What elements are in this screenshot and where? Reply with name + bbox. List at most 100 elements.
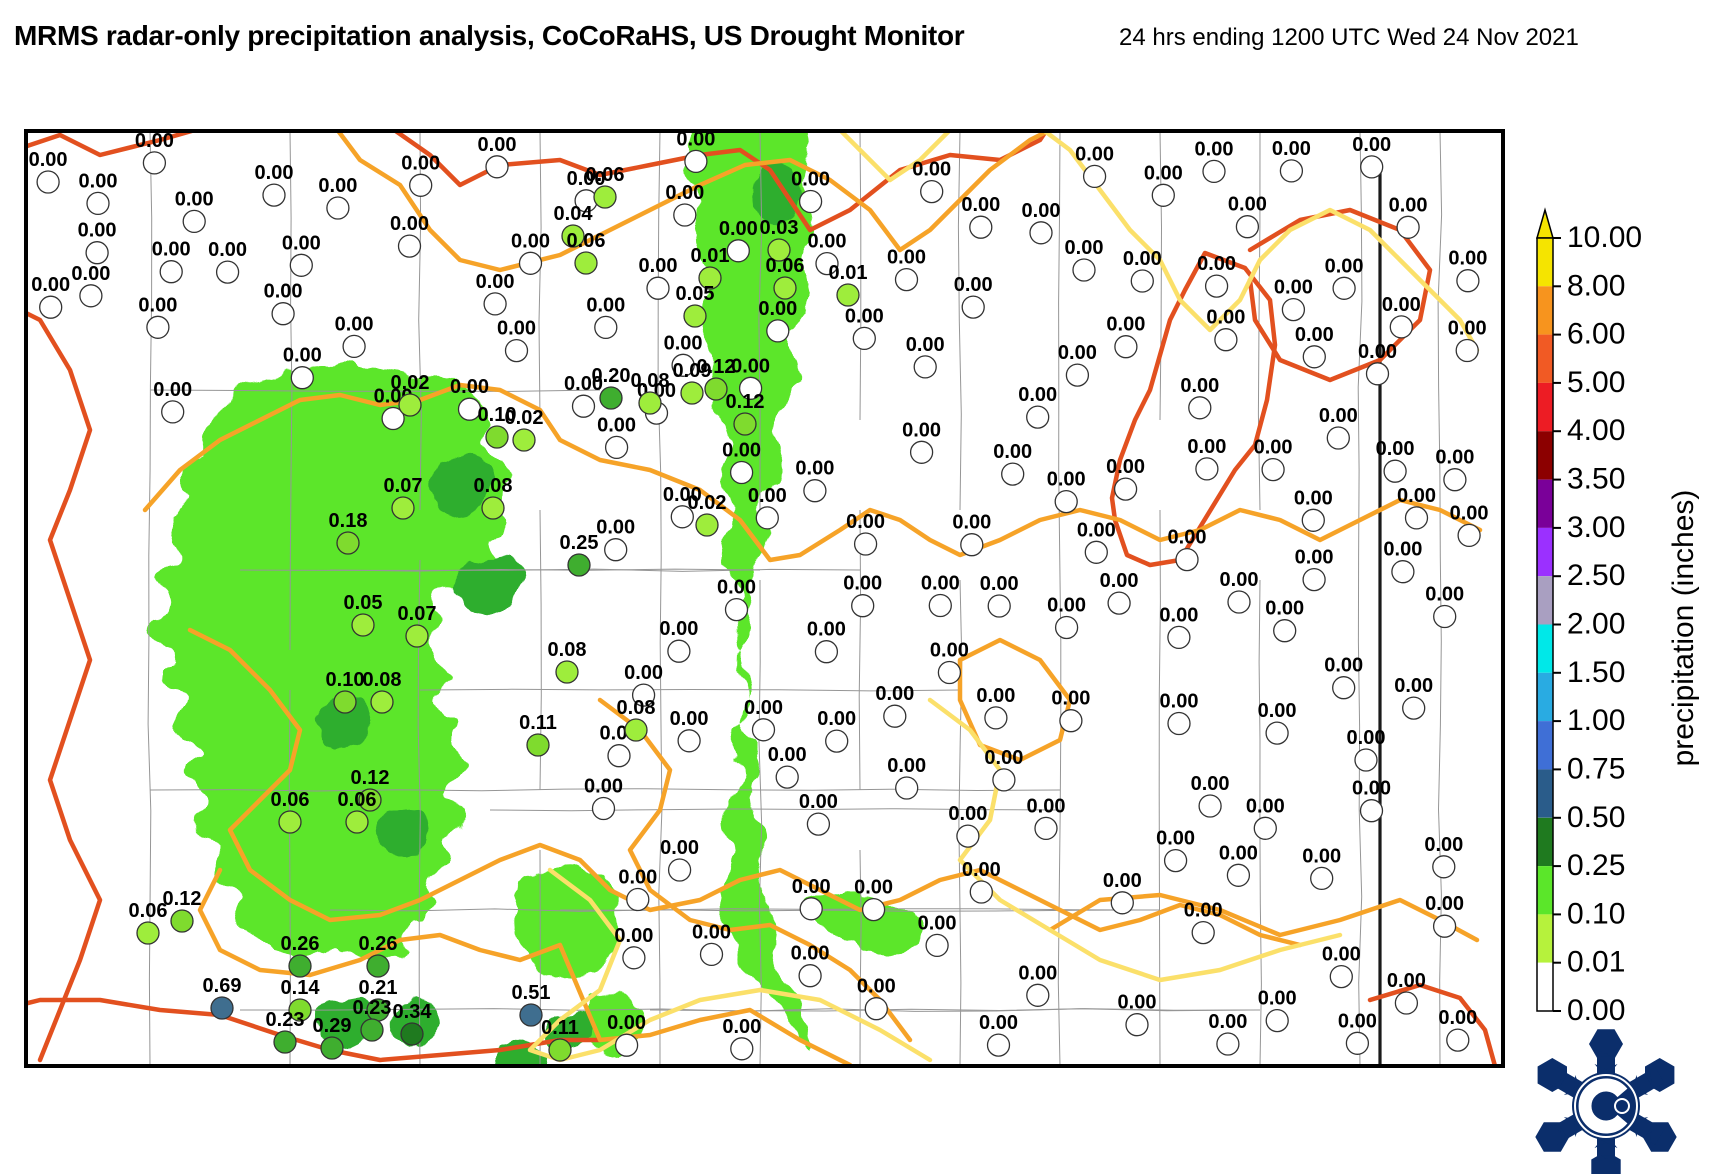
- svg-text:0.08: 0.08: [617, 697, 656, 719]
- svg-text:0.51: 0.51: [512, 982, 551, 1004]
- svg-text:0.00: 0.00: [1159, 604, 1198, 626]
- svg-text:0.00: 0.00: [722, 440, 761, 462]
- svg-text:0.00: 0.00: [1220, 569, 1259, 591]
- svg-text:0.50: 0.50: [1567, 801, 1625, 834]
- svg-text:0.00: 0.00: [390, 213, 429, 235]
- svg-text:0.00: 0.00: [1448, 248, 1487, 270]
- svg-text:0.00: 0.00: [1219, 842, 1258, 864]
- svg-text:0.08: 0.08: [548, 639, 587, 661]
- svg-text:0.00: 0.00: [1322, 944, 1361, 966]
- svg-text:0.00: 0.00: [1156, 828, 1195, 850]
- svg-text:0.00: 0.00: [1103, 870, 1142, 892]
- svg-text:0.00: 0.00: [1187, 436, 1226, 458]
- svg-text:0.00: 0.00: [152, 239, 191, 261]
- svg-text:0.08: 0.08: [363, 669, 402, 691]
- svg-text:0.00: 0.00: [921, 573, 960, 595]
- svg-text:0.00: 0.00: [979, 1012, 1018, 1034]
- svg-text:0.00: 0.00: [1047, 469, 1086, 491]
- svg-text:3.50: 3.50: [1567, 463, 1625, 496]
- svg-text:0.00: 0.00: [255, 162, 294, 184]
- svg-text:0.00: 0.00: [993, 441, 1032, 463]
- svg-text:0.00: 0.00: [665, 182, 704, 204]
- svg-text:0.00: 0.00: [875, 683, 914, 705]
- svg-text:2.50: 2.50: [1567, 559, 1625, 592]
- svg-text:0.00: 0.00: [984, 747, 1023, 769]
- svg-text:0.00: 0.00: [31, 274, 70, 296]
- svg-text:0.00: 0.00: [1338, 1010, 1377, 1032]
- svg-text:0.00: 0.00: [1295, 324, 1334, 346]
- svg-text:0.00: 0.00: [731, 355, 770, 377]
- svg-text:0.23: 0.23: [353, 997, 392, 1019]
- svg-text:0.00: 0.00: [692, 921, 731, 943]
- svg-text:4.00: 4.00: [1567, 414, 1625, 447]
- svg-text:0.12: 0.12: [163, 888, 202, 910]
- svg-text:0.00: 0.00: [748, 485, 787, 507]
- svg-text:0.00: 0.00: [768, 744, 807, 766]
- svg-text:0.00: 0.00: [918, 912, 957, 934]
- svg-text:0.04: 0.04: [554, 203, 594, 225]
- svg-text:0.00: 0.00: [1206, 307, 1245, 329]
- svg-text:0.05: 0.05: [344, 592, 383, 614]
- svg-text:0.00: 0.00: [952, 512, 991, 534]
- svg-text:0.00: 0.00: [1106, 314, 1145, 336]
- svg-text:0.00: 0.00: [1272, 138, 1311, 160]
- svg-text:0.01: 0.01: [691, 245, 730, 267]
- svg-text:0.00: 0.00: [1191, 773, 1230, 795]
- svg-text:0.08: 0.08: [474, 475, 513, 497]
- svg-text:0.00: 0.00: [887, 755, 926, 777]
- svg-text:0.12: 0.12: [726, 391, 765, 413]
- svg-text:0.00: 0.00: [618, 867, 657, 889]
- svg-text:0.08: 0.08: [631, 370, 670, 392]
- svg-text:0.00: 0.00: [1018, 962, 1057, 984]
- svg-text:0.00: 0.00: [335, 313, 374, 335]
- svg-text:0.00: 0.00: [791, 943, 830, 965]
- svg-text:1.00: 1.00: [1567, 704, 1625, 737]
- svg-text:0.00: 0.00: [1319, 405, 1358, 427]
- svg-text:0.00: 0.00: [1168, 527, 1207, 549]
- svg-text:0.00: 0.00: [1184, 900, 1223, 922]
- svg-text:0.26: 0.26: [359, 933, 398, 955]
- svg-text:0.00: 0.00: [854, 877, 893, 899]
- svg-text:0.00: 0.00: [980, 573, 1019, 595]
- svg-text:0.00: 0.00: [845, 305, 884, 327]
- svg-text:10.00: 10.00: [1567, 221, 1642, 254]
- svg-text:0.00: 0.00: [1352, 778, 1391, 800]
- svg-text:0.00: 0.00: [584, 776, 623, 798]
- svg-text:0.11: 0.11: [519, 712, 557, 734]
- svg-text:0.00: 0.00: [1448, 318, 1487, 340]
- svg-text:0.00: 0.00: [1258, 988, 1297, 1010]
- svg-text:0.00: 0.00: [976, 685, 1015, 707]
- svg-text:0.00: 0.00: [758, 298, 797, 320]
- svg-text:0.00: 0.00: [596, 517, 635, 539]
- svg-text:0.00: 0.00: [1394, 675, 1433, 697]
- svg-text:0.00: 0.00: [1347, 727, 1386, 749]
- svg-text:0.00: 0.00: [717, 577, 756, 599]
- svg-text:0.00: 0.00: [1258, 700, 1297, 722]
- svg-text:0.25: 0.25: [560, 532, 599, 554]
- svg-text:0.07: 0.07: [398, 603, 437, 625]
- svg-text:0.00: 0.00: [1100, 570, 1139, 592]
- svg-text:0.06: 0.06: [766, 255, 805, 277]
- svg-text:0.10: 0.10: [1567, 897, 1625, 930]
- svg-text:0.06: 0.06: [567, 230, 606, 252]
- svg-text:0.01: 0.01: [1567, 946, 1625, 979]
- svg-text:0.00: 0.00: [607, 1012, 646, 1034]
- svg-text:0.00: 0.00: [1274, 277, 1313, 299]
- svg-text:0.00: 0.00: [906, 334, 945, 356]
- svg-text:0.00: 0.00: [1294, 487, 1333, 509]
- svg-text:0.00: 0.00: [175, 188, 214, 210]
- svg-text:2.00: 2.00: [1567, 608, 1625, 641]
- svg-text:0.00: 0.00: [1424, 834, 1463, 856]
- svg-text:0.29: 0.29: [313, 1015, 352, 1037]
- svg-text:0.00: 0.00: [719, 218, 758, 240]
- svg-text:0.00: 0.00: [586, 294, 625, 316]
- svg-text:0.00: 0.00: [1195, 138, 1234, 160]
- svg-text:0.00: 0.00: [1018, 384, 1057, 406]
- svg-text:0.00: 0.00: [1383, 539, 1422, 561]
- svg-text:0.00: 0.00: [799, 791, 838, 813]
- svg-text:3.00: 3.00: [1567, 511, 1625, 544]
- svg-text:0.00: 0.00: [29, 149, 68, 171]
- svg-text:0.00: 0.00: [1058, 342, 1097, 364]
- svg-text:0.00: 0.00: [1425, 584, 1464, 606]
- svg-text:0.20: 0.20: [592, 365, 631, 387]
